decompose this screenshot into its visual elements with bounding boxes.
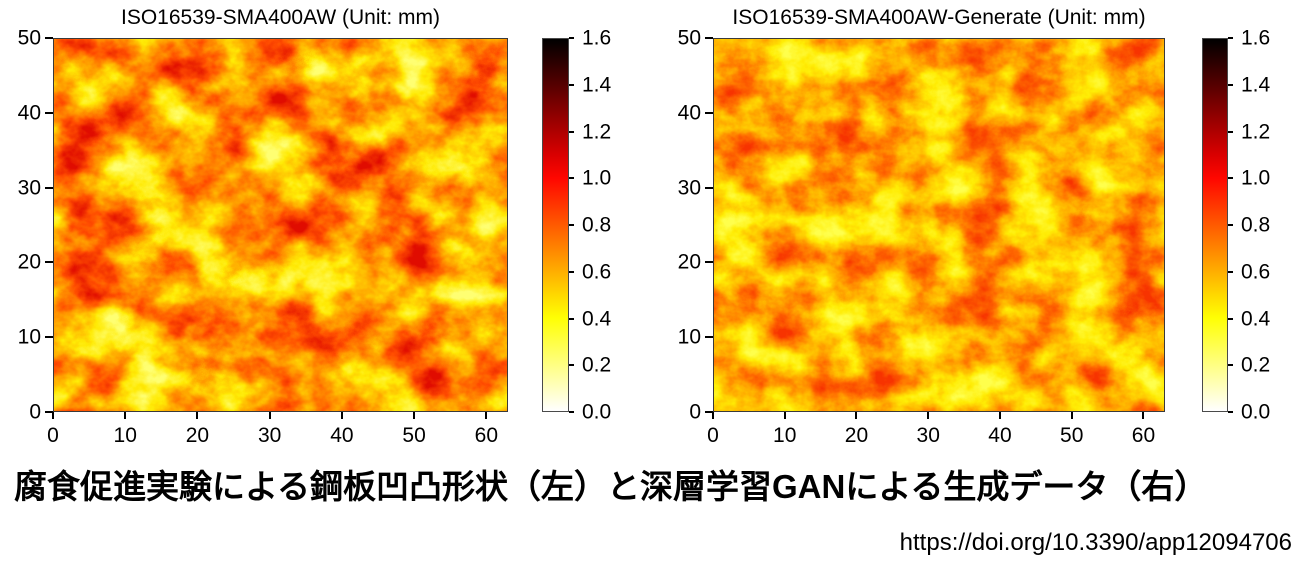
x-tick-mark [52, 412, 54, 419]
colorbar-tick-label: 1.2 [582, 119, 612, 143]
y-tick-label: 40 [17, 101, 41, 125]
x-tick-mark [855, 412, 858, 419]
y-tick-label: 50 [677, 26, 701, 50]
colorbar-tick-label: 1.6 [1241, 26, 1271, 50]
y-tick-label: 10 [677, 325, 701, 349]
y-tick-mark [45, 336, 53, 339]
y-tick-mark [45, 411, 53, 413]
x-tick-label: 40 [330, 424, 354, 447]
x-tick-label: 0 [47, 424, 59, 447]
colorbar-tick-mark [569, 364, 574, 367]
x-tick-mark [196, 412, 199, 419]
y-tick-label: 0 [29, 400, 41, 424]
x-tick-label: 20 [844, 424, 869, 447]
colorbar-tick-label: 1.2 [1241, 119, 1271, 143]
y-tick-label: 30 [17, 176, 41, 200]
colorbar-tick-label: 1.4 [1241, 73, 1271, 97]
right-colorbar [1202, 38, 1228, 412]
left-heatmap-texture [54, 39, 507, 411]
x-tick-mark [1070, 412, 1073, 419]
colorbar-tick-mark [1228, 364, 1233, 367]
colorbar-tick-label: 0.8 [1241, 213, 1271, 237]
y-tick-label: 0 [689, 400, 701, 424]
x-tick-mark [1142, 412, 1145, 419]
x-tick-label: 0 [707, 424, 719, 447]
colorbar-tick-label: 0.4 [1241, 306, 1271, 330]
x-tick-label: 10 [113, 424, 137, 447]
colorbar-tick-mark [569, 83, 574, 86]
x-tick-mark [413, 412, 416, 419]
colorbar-tick-mark [1228, 37, 1233, 39]
right-heatmap-texture [714, 39, 1164, 411]
x-tick-label: 30 [257, 424, 282, 447]
colorbar-tick-mark [569, 177, 574, 180]
colorbar-tick-label: 0.2 [1241, 353, 1271, 377]
colorbar-tick-label: 1.0 [1241, 166, 1271, 190]
figure-caption: 腐食促進実験による鋼板凹凸形状（左）と深層学習GANによる生成データ（右） [14, 468, 1208, 505]
y-tick-mark [705, 186, 713, 189]
x-tick-mark [712, 412, 714, 419]
colorbar-tick-label: 0.0 [1241, 400, 1271, 424]
colorbar-tick-label: 0.8 [582, 213, 612, 237]
colorbar-tick-label: 0.6 [1241, 260, 1271, 284]
y-tick-mark [45, 186, 53, 189]
y-tick-mark [705, 261, 713, 264]
left-plot-title: ISO16539-SMA400AW (Unit: mm) [121, 6, 440, 29]
colorbar-tick-mark [1228, 177, 1233, 180]
x-tick-mark [927, 412, 930, 419]
x-tick-mark [998, 412, 1001, 419]
colorbar-tick-label: 0.0 [582, 400, 612, 424]
x-tick-mark [268, 412, 271, 419]
x-tick-label: 60 [474, 424, 499, 447]
y-tick-label: 10 [17, 325, 41, 349]
colorbar-tick-label: 0.6 [582, 260, 612, 284]
right-plot-title: ISO16539-SMA400AW-Generate (Unit: mm) [732, 6, 1146, 29]
x-tick-label: 30 [916, 424, 940, 447]
colorbar-tick-label: 1.0 [582, 166, 612, 190]
colorbar-tick-mark [569, 130, 574, 133]
x-tick-mark [485, 412, 488, 419]
y-tick-label: 30 [677, 176, 701, 200]
y-tick-label: 20 [677, 250, 701, 274]
x-tick-label: 40 [988, 424, 1012, 447]
left-colorbar [542, 38, 569, 412]
colorbar-tick-label: 1.6 [582, 26, 612, 50]
colorbar-tick-mark [569, 224, 574, 226]
colorbar-tick-label: 1.4 [582, 73, 612, 97]
y-tick-label: 20 [17, 250, 41, 274]
colorbar-tick-mark [1228, 270, 1233, 273]
left-heatmap [53, 38, 508, 412]
y-tick-mark [705, 336, 713, 339]
y-tick-label: 40 [677, 101, 701, 125]
colorbar-tick-mark [1228, 317, 1233, 320]
y-tick-mark [45, 37, 53, 39]
colorbar-tick-mark [1228, 130, 1233, 133]
colorbar-tick-mark [569, 411, 574, 413]
x-tick-label: 50 [402, 424, 426, 447]
x-tick-label: 60 [1131, 424, 1156, 447]
y-tick-mark [45, 111, 53, 114]
y-tick-mark [705, 411, 713, 413]
y-tick-label: 50 [17, 26, 41, 50]
y-tick-mark [705, 111, 713, 114]
colorbar-tick-mark [569, 37, 574, 39]
colorbar-tick-label: 0.4 [582, 306, 612, 330]
doi-link[interactable]: https://doi.org/10.3390/app12094706 [899, 529, 1292, 556]
right-heatmap [713, 38, 1165, 412]
colorbar-tick-mark [569, 270, 574, 273]
colorbar-tick-mark [1228, 224, 1233, 226]
x-tick-mark [783, 412, 786, 419]
y-tick-mark [705, 37, 713, 39]
x-tick-label: 10 [773, 424, 797, 447]
y-tick-mark [45, 261, 53, 264]
colorbar-tick-label: 0.2 [582, 353, 612, 377]
x-tick-label: 50 [1060, 424, 1084, 447]
colorbar-tick-mark [1228, 411, 1233, 413]
x-tick-label: 20 [185, 424, 210, 447]
x-tick-mark [340, 412, 343, 419]
colorbar-tick-mark [1228, 83, 1233, 86]
colorbar-tick-mark [569, 317, 574, 320]
x-tick-mark [124, 412, 127, 419]
